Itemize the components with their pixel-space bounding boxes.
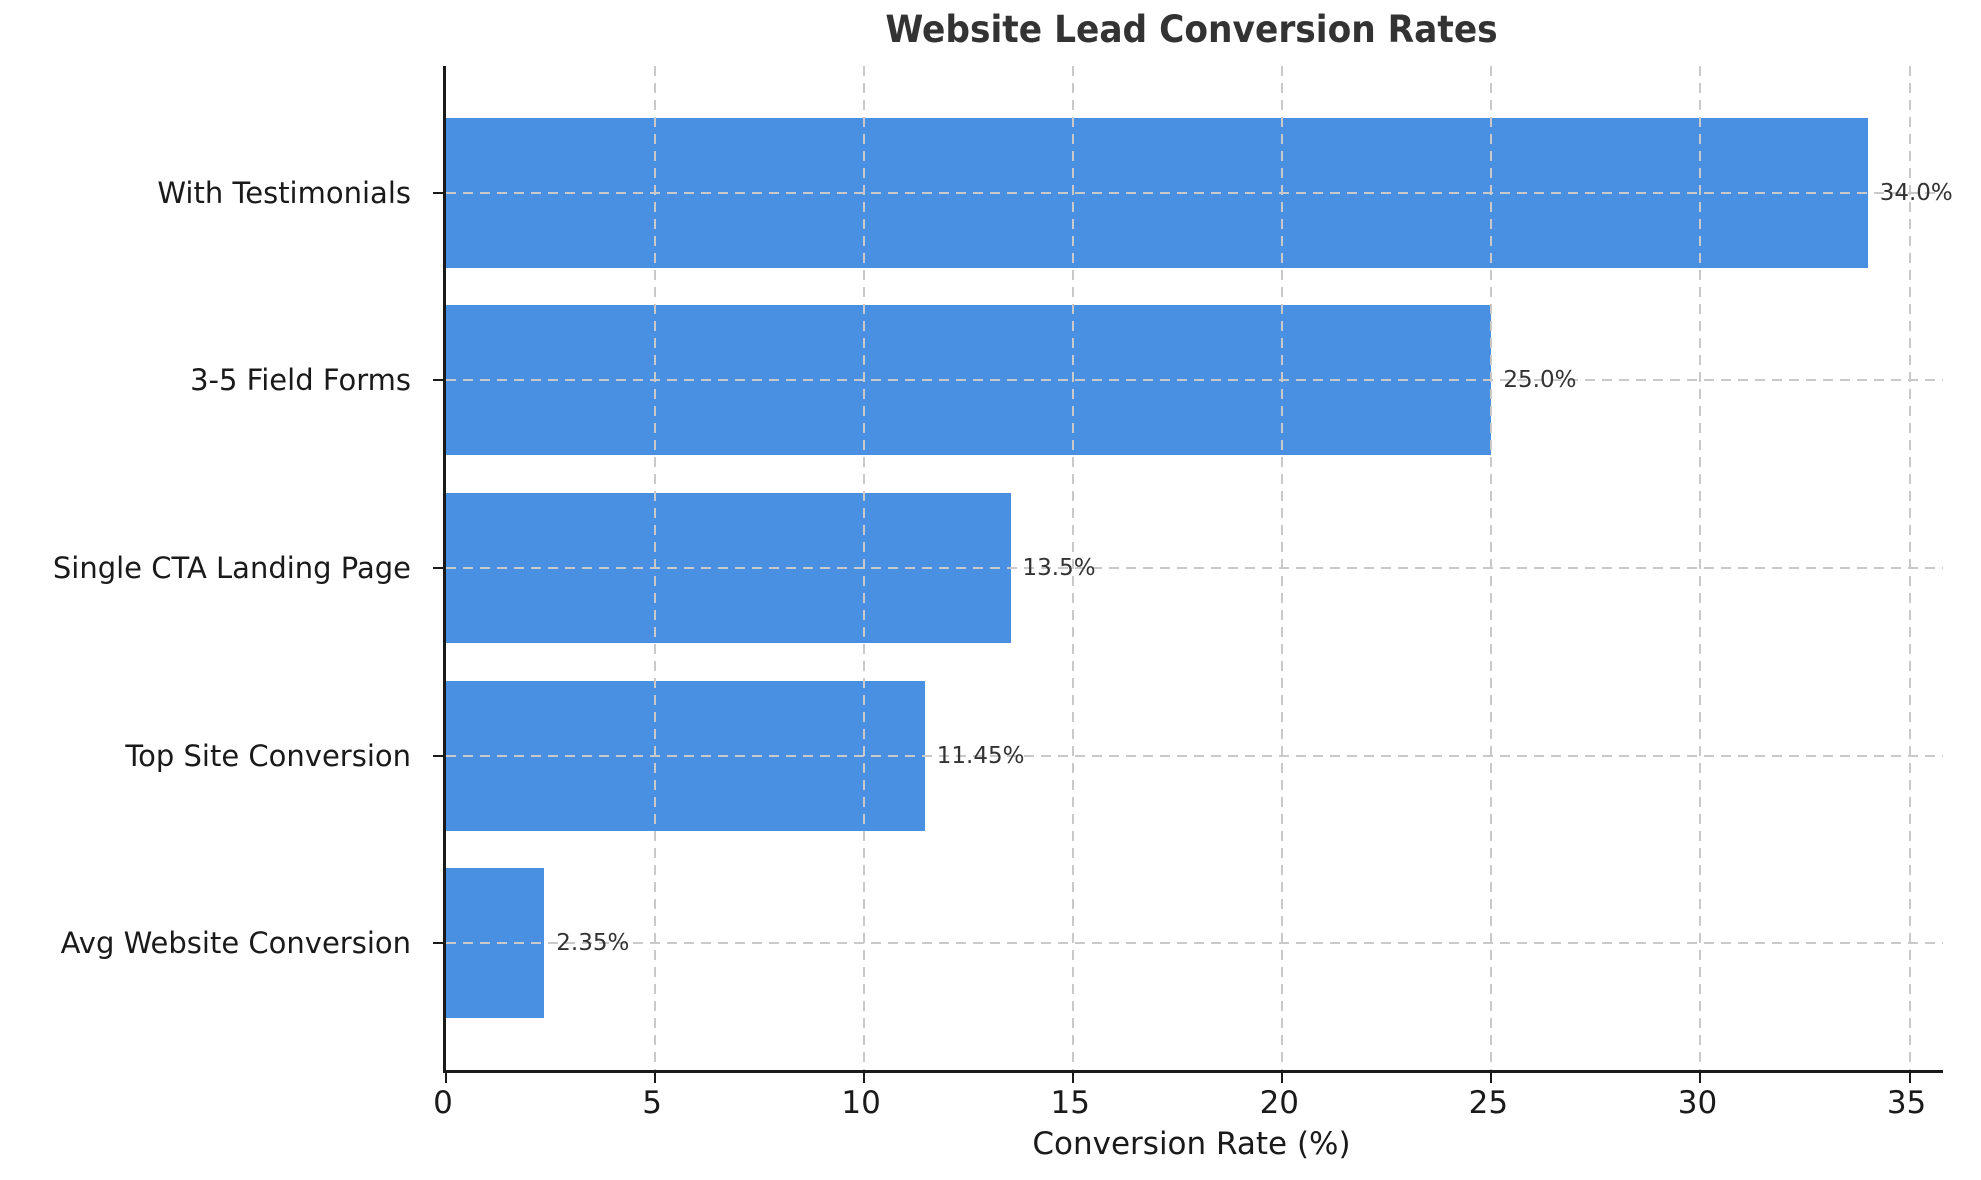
x-tick-label: 5: [642, 1085, 662, 1121]
chart-title: Website Lead Conversion Rates: [885, 8, 1498, 51]
x-tick-mark: [1699, 1073, 1702, 1083]
gridline-horizontal: [446, 191, 1943, 194]
gridline-horizontal: [446, 567, 1943, 569]
y-tick-mark: [433, 379, 443, 382]
value-label: 25.0%: [1503, 367, 1577, 394]
x-tick-mark: [1908, 1073, 1911, 1083]
x-tick-mark: [445, 1073, 447, 1083]
gridline-horizontal: [446, 754, 1943, 757]
category-label: Top Site Conversion: [125, 738, 411, 773]
value-label: 13.5%: [1022, 555, 1096, 581]
x-tick-mark: [863, 1073, 866, 1083]
y-axis-labels: With Testimonials 3-5 Field Forms Single C…: [0, 66, 427, 1070]
x-tick-mark: [1490, 1073, 1493, 1083]
x-tick-label: 35: [1886, 1085, 1927, 1121]
category-label: Single CTA Landing Page: [52, 551, 411, 585]
x-axis-tick-labels: 0 5 10 15 20 25 30 35: [433, 1085, 1940, 1125]
y-tick-mark: [433, 942, 443, 945]
value-label: 2.35%: [556, 930, 630, 957]
gridline-horizontal: [446, 942, 1943, 945]
x-axis-title: Conversion Rate (%): [1032, 1126, 1351, 1162]
y-tick-mark: [433, 567, 443, 569]
y-tick-mark: [433, 754, 443, 757]
x-tick-mark: [654, 1073, 657, 1083]
x-tick-label: 30: [1677, 1085, 1718, 1121]
x-tick-label: 25: [1468, 1085, 1509, 1121]
value-label: 11.45%: [936, 742, 1025, 769]
x-tick-label: 0: [433, 1085, 453, 1121]
x-tick-label: 20: [1259, 1085, 1300, 1121]
x-tick-label: 10: [841, 1085, 881, 1121]
value-label: 34.0%: [1879, 179, 1953, 206]
y-tick-mark: [433, 191, 443, 194]
category-label: Avg Website Conversion: [60, 926, 411, 961]
plot-area: 34.0% 25.0% 13.5% 11.45% 2.35%: [433, 66, 1953, 1083]
x-tick-mark: [1072, 1073, 1075, 1083]
x-tick-label: 15: [1050, 1085, 1090, 1121]
x-tick-mark: [1281, 1073, 1284, 1083]
category-label: 3-5 Field Forms: [190, 363, 411, 398]
category-label: With Testimonials: [157, 175, 411, 210]
gridline-horizontal: [446, 379, 1943, 382]
